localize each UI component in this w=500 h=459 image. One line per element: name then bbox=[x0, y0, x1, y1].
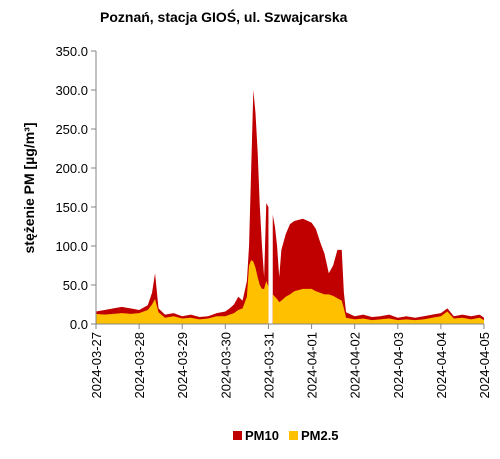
legend-swatch bbox=[233, 431, 242, 440]
x-tick-label: 2024-04-02 bbox=[348, 332, 363, 399]
y-tick-label: 50.0 bbox=[63, 278, 88, 293]
y-tick-label: 350.0 bbox=[55, 44, 88, 59]
area bbox=[96, 260, 269, 324]
x-tick-label: 2024-04-01 bbox=[305, 332, 320, 399]
y-tick-label: 0.0 bbox=[70, 317, 88, 332]
y-axis-title: stężenie PM [µg/m³] bbox=[21, 123, 37, 254]
area bbox=[272, 288, 484, 324]
legend-swatch bbox=[288, 431, 298, 440]
y-tick-label: 300.0 bbox=[55, 83, 88, 98]
legend-label: PM2.5 bbox=[301, 428, 339, 443]
y-tick-label: 150.0 bbox=[55, 200, 88, 215]
chart-title: Poznań, stacja GIOŚ, ul. Szwajcarska bbox=[100, 8, 348, 25]
x-tick-label: 2024-04-04 bbox=[434, 332, 449, 399]
y-tick-label: 100.0 bbox=[55, 239, 88, 254]
x-tick-label: 2024-03-31 bbox=[261, 332, 276, 399]
x-tick-label: 2024-03-27 bbox=[89, 332, 104, 399]
legend-label: PM10 bbox=[245, 428, 279, 443]
x-tick-label: 2024-04-05 bbox=[477, 332, 492, 399]
x-tick-label: 2024-03-29 bbox=[175, 332, 190, 399]
x-tick-label: 2024-04-03 bbox=[391, 332, 406, 399]
x-tick-label: 2024-03-30 bbox=[218, 332, 233, 399]
area bbox=[96, 90, 269, 324]
x-tick-label: 2024-03-28 bbox=[132, 332, 147, 399]
y-tick-label: 250.0 bbox=[55, 122, 88, 137]
y-tick-label: 200.0 bbox=[55, 161, 88, 176]
